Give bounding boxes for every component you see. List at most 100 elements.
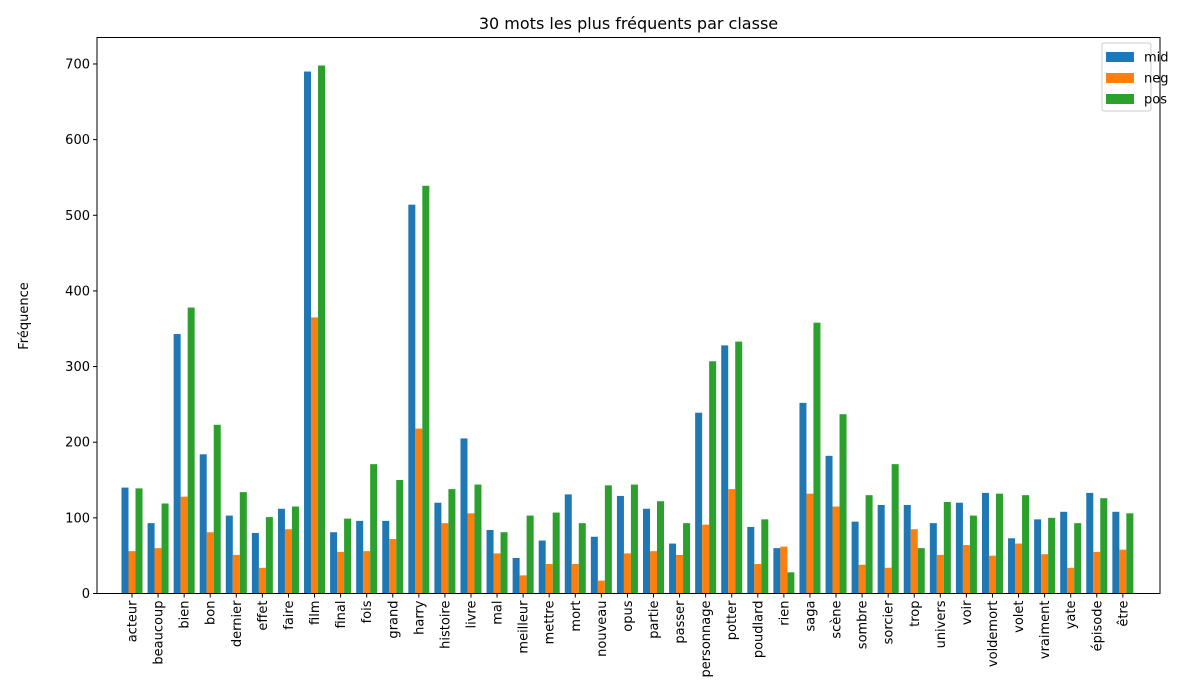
- bar-pos-mort: [578, 523, 586, 594]
- bar-mid-vraiment: [1034, 519, 1042, 594]
- bar-neg-passer: [676, 554, 684, 594]
- x-tick-label-beaucoup: beaucoup: [152, 601, 167, 665]
- bar-pos-volet: [1022, 495, 1030, 594]
- bar-mid-saga: [799, 402, 807, 594]
- bar-pos-passer: [683, 523, 691, 594]
- x-tick-label-personnage: personnage: [699, 601, 714, 678]
- x-tick-label-harry: harry: [412, 600, 427, 635]
- x-tick-label-bien: bien: [178, 601, 193, 629]
- bars-group: [121, 65, 1134, 594]
- bar-neg-meilleur: [519, 575, 527, 594]
- bar-neg-sombre: [858, 564, 866, 594]
- bar-pos-poudlard: [761, 519, 769, 594]
- bar-neg-poudlard: [754, 563, 762, 594]
- bar-mid-personnage: [695, 412, 703, 594]
- bar-mid-univers: [929, 523, 937, 594]
- x-tick-label-dernier: dernier: [230, 600, 245, 647]
- x-tick-label-passer: passer: [673, 600, 688, 644]
- bar-mid-sombre: [851, 521, 859, 594]
- legend: mid neg pos: [1101, 42, 1169, 112]
- bar-mid-nouveau: [590, 536, 598, 594]
- x-tick-label-partie: partie: [647, 601, 662, 639]
- y-tick-label: 100: [65, 511, 90, 526]
- bar-pos-grand: [396, 480, 404, 594]
- bar-neg-potter: [728, 489, 736, 594]
- bar-neg-film: [311, 317, 319, 594]
- x-tick-label-sombre: sombre: [856, 601, 871, 650]
- bar-mid-passer: [669, 543, 677, 594]
- bar-mid-effet: [251, 532, 259, 594]
- bar-mid-dernier: [225, 515, 233, 594]
- bar-mid-trop: [903, 504, 911, 594]
- bar-neg-beaucoup: [154, 548, 162, 594]
- bar-mid-bien: [173, 334, 181, 594]
- bar-pos-harry: [422, 185, 430, 594]
- bar-pos-univers: [943, 501, 951, 594]
- bar-pos-mettre: [552, 512, 560, 594]
- y-ticks-group: 0 100 200 300 400 500 600 700: [65, 57, 97, 602]
- bar-mid-mal: [486, 529, 494, 594]
- bar-neg-faire: [284, 529, 292, 594]
- bar-pos-acteur: [135, 488, 143, 594]
- x-tick-label-faire: faire: [282, 601, 297, 630]
- x-tick-label-sorcier: sorcier: [882, 600, 897, 645]
- bar-neg-bien: [180, 496, 188, 594]
- x-tick-label-effet: effet: [256, 601, 271, 631]
- bar-neg-mettre: [545, 563, 553, 594]
- bar-neg-fois: [363, 551, 371, 594]
- y-tick-label: 200: [65, 436, 90, 451]
- bar-mid-épisode: [1086, 492, 1094, 594]
- bar-neg-opus: [623, 553, 631, 594]
- plot-frame: [96, 37, 1161, 594]
- x-tick-label-fois: fois: [360, 600, 375, 623]
- bar-pos-rien: [787, 572, 795, 594]
- chart-title: 30 mots les plus fréquents par classe: [479, 14, 778, 33]
- bar-neg-partie: [650, 551, 657, 594]
- bar-mid-grand: [382, 520, 390, 594]
- bar-pos-mal: [500, 532, 508, 594]
- bar-pos-yate: [1074, 523, 1082, 594]
- bar-neg-livre: [467, 513, 475, 594]
- y-tick-label: 400: [65, 284, 90, 299]
- bar-neg-mort: [571, 563, 579, 594]
- bar-neg-épisode: [1093, 551, 1101, 594]
- y-tick-label: 300: [65, 360, 90, 375]
- x-tick-label-nouveau: nouveau: [595, 601, 610, 657]
- bar-mid-final: [330, 532, 338, 594]
- bar-pos-livre: [474, 484, 482, 594]
- bar-pos-potter: [735, 341, 743, 594]
- bar-mid-yate: [1060, 511, 1068, 594]
- y-tick-label: 700: [65, 57, 90, 72]
- legend-label-mid: mid: [1144, 51, 1169, 66]
- bar-neg-scène: [832, 506, 840, 594]
- x-tick-label-univers: univers: [934, 600, 949, 648]
- bar-neg-saga: [806, 493, 814, 594]
- bar-mid-volet: [1008, 538, 1016, 594]
- x-tick-label-trop: trop: [908, 601, 923, 627]
- x-tick-label-bon: bon: [204, 601, 219, 625]
- bar-mid-bon: [199, 454, 207, 594]
- bar-mid-rien: [773, 548, 781, 594]
- x-tick-label-potter: potter: [725, 600, 740, 640]
- bar-neg-effet: [258, 567, 266, 594]
- bar-pos-scène: [839, 414, 847, 594]
- bar-mid-histoire: [434, 502, 442, 594]
- bar-neg-personnage: [702, 524, 710, 594]
- legend-label-neg: neg: [1144, 72, 1169, 87]
- bar-neg-histoire: [441, 523, 449, 594]
- bar-pos-histoire: [448, 489, 456, 594]
- bar-pos-personnage: [709, 361, 717, 594]
- bar-pos-saga: [813, 322, 821, 594]
- bar-mid-acteur: [121, 487, 129, 594]
- bar-neg-dernier: [232, 554, 240, 594]
- x-tick-label-mort: mort: [569, 601, 584, 632]
- x-tick-label-final: final: [334, 601, 349, 629]
- x-tick-label-être: être: [1116, 601, 1131, 627]
- bar-pos-partie: [657, 501, 664, 594]
- x-tick-label-meilleur: meilleur: [517, 600, 532, 654]
- x-tick-label-yate: yate: [1064, 601, 1079, 630]
- bar-neg-acteur: [128, 551, 136, 594]
- bar-neg-bon: [206, 532, 214, 594]
- bar-mid-faire: [277, 508, 285, 594]
- legend-swatch-neg: [1106, 73, 1134, 83]
